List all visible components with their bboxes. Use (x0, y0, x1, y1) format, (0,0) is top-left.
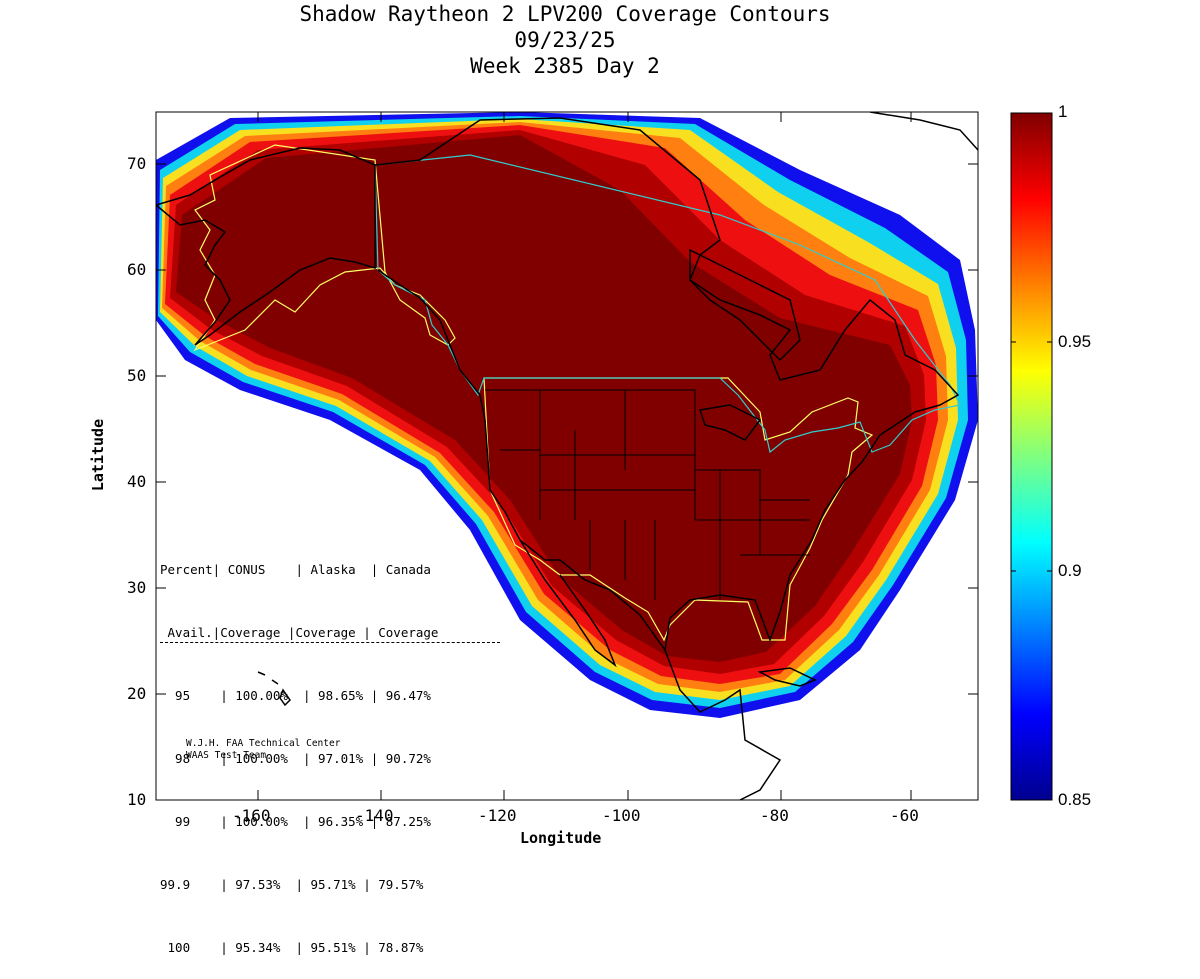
table-header: Percent| CONUS | Alaska | Canada (160, 562, 431, 577)
chart-title-line3: Week 2385 Day 2 (470, 54, 660, 78)
table-row: 99 | 100.00% | 96.35% | 87.25% (160, 814, 431, 829)
y-axis-label: Latitude (89, 418, 108, 492)
tick-marks (156, 112, 978, 800)
colorbar-tick-label: 0.95 (1058, 332, 1092, 351)
y-tick-label: 40 (127, 472, 147, 491)
great-lakes (699, 404, 762, 441)
y-tick-label: 10 (127, 790, 147, 809)
table-row: 99.9 | 97.53% | 95.71% | 79.57% (160, 877, 424, 892)
y-tick-label: 50 (127, 366, 147, 385)
credit-line: W.J.H. FAA Technical Center (186, 738, 341, 749)
contour-core (176, 135, 912, 662)
baja-coast (519, 539, 617, 668)
land-outlines (156, 112, 978, 800)
x-axis-label: Longitude (520, 829, 602, 847)
canada-boundary (374, 154, 961, 454)
y-tick-label: 70 (127, 154, 147, 173)
chart-title-line1: Shadow Raytheon 2 LPV200 Coverage Contou… (299, 2, 831, 26)
table-row: 100 | 95.34% | 95.51% | 78.87% (160, 940, 424, 955)
y-tick-label: 30 (127, 578, 147, 597)
colorbar-ticks (1011, 341, 1052, 572)
table-row: 98 | 100.00% | 97.01% | 90.72% (160, 751, 431, 766)
coverage-map (155, 111, 1053, 801)
colorbar-gradient (1010, 112, 1053, 801)
state-borders (485, 389, 810, 600)
colorbar-tick-label: 0.9 (1058, 561, 1082, 580)
colorbar-tick-label: 0.85 (1058, 790, 1092, 809)
alaska-coast (156, 147, 376, 346)
x-tick-label: -140 (355, 806, 394, 825)
x-tick-label: -100 (602, 806, 641, 825)
x-tick-label: -120 (478, 806, 517, 825)
chart-title-line2: 09/23/25 (514, 28, 616, 52)
conus-boundary (483, 377, 874, 642)
x-tick-label: -60 (890, 806, 919, 825)
credit-line: WAAS Test Team (186, 750, 267, 761)
north-america-coast (374, 117, 960, 800)
table-header: Avail.|Coverage |Coverage | Coverage (160, 622, 500, 643)
y-tick-label: 20 (127, 684, 147, 703)
plot-frame (155, 111, 979, 801)
y-tick-label: 60 (127, 260, 147, 279)
colorbar-tick-label: 1 (1058, 102, 1068, 121)
table-row: 95 | 100.00% | 98.65% | 96.47% (160, 688, 431, 703)
hawaii (257, 671, 291, 707)
greenland-coast (869, 112, 978, 151)
x-tick-label: -160 (232, 806, 271, 825)
alaska-boundary (193, 144, 456, 352)
hudson-bay (689, 248, 801, 362)
x-tick-label: -80 (760, 806, 789, 825)
cuba-coast (757, 667, 817, 687)
